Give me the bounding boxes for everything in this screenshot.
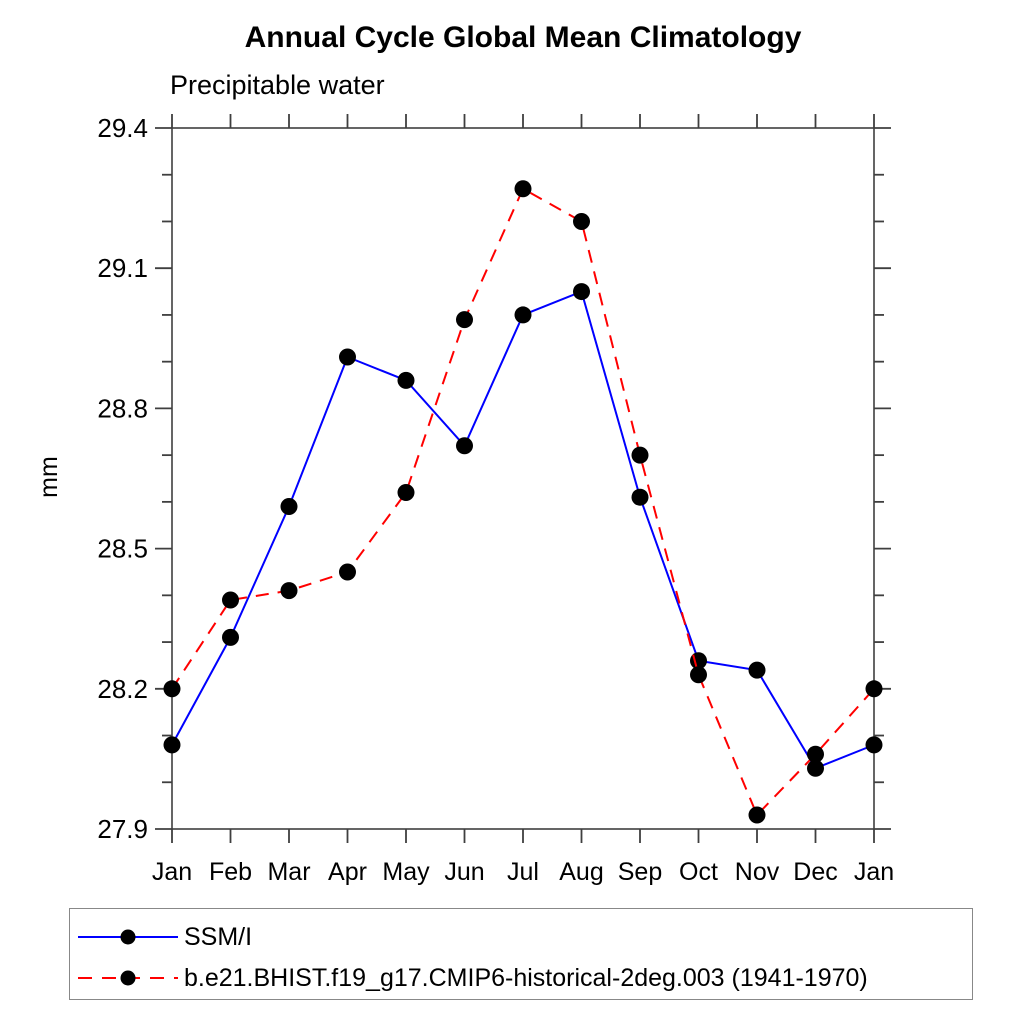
x-tick-label: Mar	[267, 858, 310, 886]
x-tick-label: Sep	[618, 858, 662, 886]
x-tick-label: Jun	[444, 858, 484, 886]
y-tick-label: 28.8	[97, 393, 148, 423]
data-point-marker	[163, 736, 181, 754]
x-tick-label: Apr	[328, 858, 367, 886]
x-tick-label: Aug	[559, 858, 603, 886]
x-tick-label: Feb	[209, 858, 252, 886]
data-point-marker	[514, 306, 532, 324]
data-point-marker	[748, 661, 766, 679]
data-point-marker	[280, 582, 298, 600]
x-tick-label: May	[382, 858, 430, 886]
x-tick-label: Jul	[507, 858, 539, 886]
data-point-marker	[222, 628, 239, 646]
data-point-marker	[573, 212, 590, 230]
data-point-marker	[456, 311, 473, 329]
x-tick-label: Oct	[679, 858, 718, 886]
legend-item-ssmi: SSM/I	[78, 922, 253, 951]
data-point-marker	[514, 180, 532, 198]
chart-subtitle: Precipitable water	[170, 70, 385, 100]
data-point-marker	[865, 736, 883, 754]
x-tick-label: Jan	[854, 858, 894, 886]
y-tick-label: 29.1	[97, 253, 148, 283]
data-point-marker	[573, 283, 590, 301]
y-tick-label: 28.2	[97, 674, 148, 704]
data-point-marker	[163, 680, 181, 698]
legend-marker-icon	[120, 970, 136, 986]
chart-title: Annual Cycle Global Mean Climatology	[244, 21, 802, 54]
data-point-marker	[690, 666, 707, 684]
legend: SSM/I b.e21.BHIST.f19_g17.CMIP6-historic…	[69, 908, 973, 1000]
x-tick-label: Dec	[793, 858, 837, 886]
legend-label-ssmi: SSM/I	[184, 922, 253, 951]
x-tick-label: Jan	[152, 858, 192, 886]
data-point-marker	[339, 563, 356, 581]
x-tick-label: Nov	[735, 858, 780, 886]
data-point-marker	[339, 348, 356, 366]
series-line-1	[171, 187, 875, 817]
data-point-marker	[222, 591, 239, 609]
y-axis-label: mm	[35, 456, 63, 498]
data-point-marker	[807, 745, 824, 763]
data-point-marker	[631, 488, 649, 506]
legend-label-model: b.e21.BHIST.f19_g17.CMIP6-historical-2de…	[184, 963, 868, 992]
series-line-0	[171, 290, 875, 770]
data-point-marker	[807, 759, 824, 777]
legend-line-solid-icon	[78, 929, 178, 945]
y-tick-label: 29.4	[97, 113, 148, 143]
legend-marker-icon	[120, 929, 136, 945]
legend-item-model: b.e21.BHIST.f19_g17.CMIP6-historical-2de…	[78, 963, 868, 992]
data-point-marker	[865, 680, 883, 698]
plot-frame	[171, 127, 875, 830]
data-point-marker	[456, 437, 473, 455]
legend-line-dashed-icon	[78, 970, 178, 986]
data-point-marker	[280, 498, 298, 516]
y-tick-label: 27.9	[97, 814, 148, 844]
data-point-marker	[748, 806, 766, 824]
data-point-marker	[397, 371, 415, 389]
y-tick-label: 28.5	[97, 534, 148, 564]
data-point-marker	[397, 484, 415, 502]
data-point-marker	[631, 446, 649, 464]
